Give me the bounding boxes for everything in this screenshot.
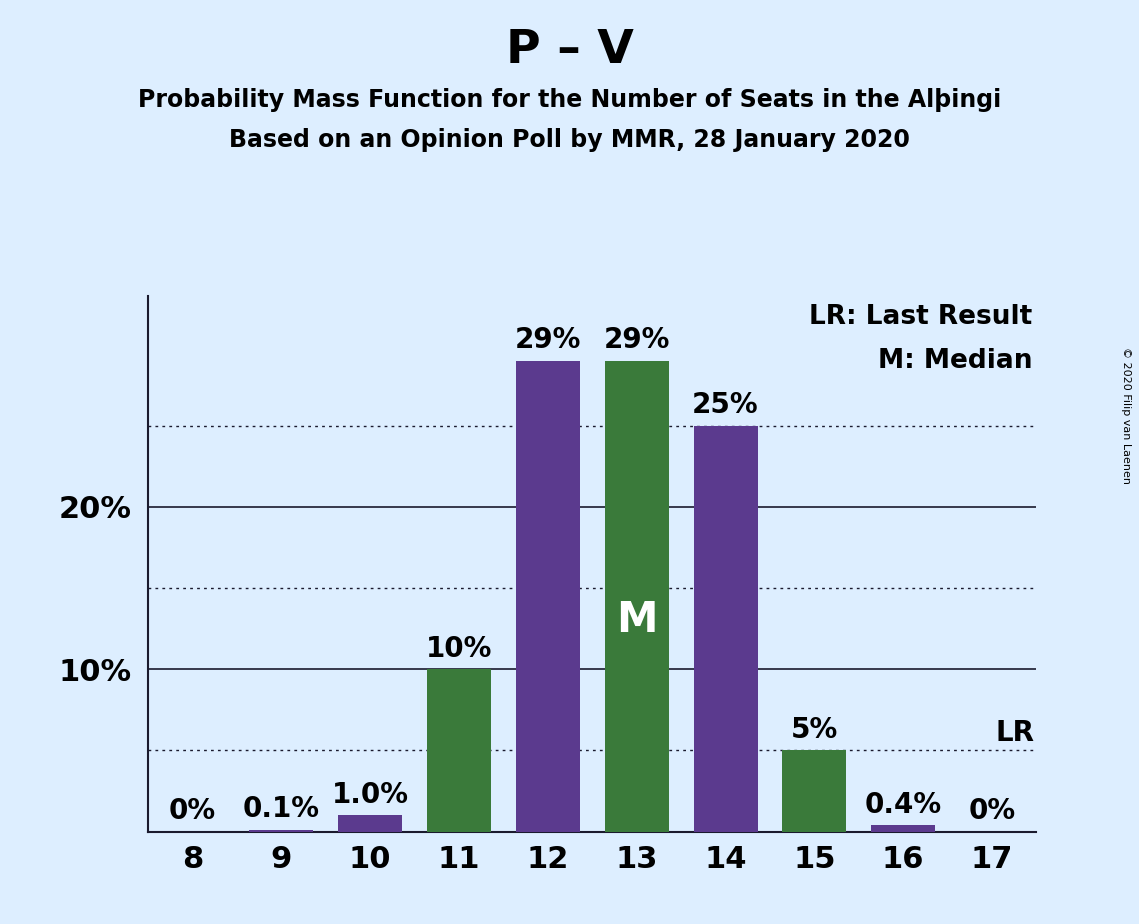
Bar	[427, 669, 491, 832]
Text: 1.0%: 1.0%	[331, 781, 409, 808]
Text: 29%: 29%	[604, 326, 670, 354]
Text: 25%: 25%	[693, 391, 759, 419]
Text: © 2020 Filip van Laenen: © 2020 Filip van Laenen	[1121, 347, 1131, 484]
Text: P – V: P – V	[506, 28, 633, 73]
Text: 5%: 5%	[790, 716, 838, 744]
Text: LR: LR	[995, 719, 1034, 748]
Text: 0%: 0%	[169, 797, 216, 825]
Text: 0.4%: 0.4%	[865, 791, 942, 819]
Bar	[516, 360, 580, 832]
Bar	[782, 750, 846, 832]
Bar	[249, 830, 313, 832]
Text: 29%: 29%	[515, 326, 581, 354]
Text: 0.1%: 0.1%	[243, 796, 320, 823]
Text: 10%: 10%	[426, 635, 492, 663]
Text: M: M	[616, 599, 657, 640]
Text: LR: Last Result: LR: Last Result	[809, 304, 1032, 330]
Text: M: Median: M: Median	[877, 347, 1032, 373]
Bar	[694, 426, 757, 832]
Bar	[605, 360, 669, 832]
Text: Probability Mass Function for the Number of Seats in the Alþingi: Probability Mass Function for the Number…	[138, 88, 1001, 112]
Bar	[871, 825, 935, 832]
Bar	[338, 815, 402, 832]
Text: 0%: 0%	[968, 797, 1016, 825]
Text: Based on an Opinion Poll by MMR, 28 January 2020: Based on an Opinion Poll by MMR, 28 Janu…	[229, 128, 910, 152]
